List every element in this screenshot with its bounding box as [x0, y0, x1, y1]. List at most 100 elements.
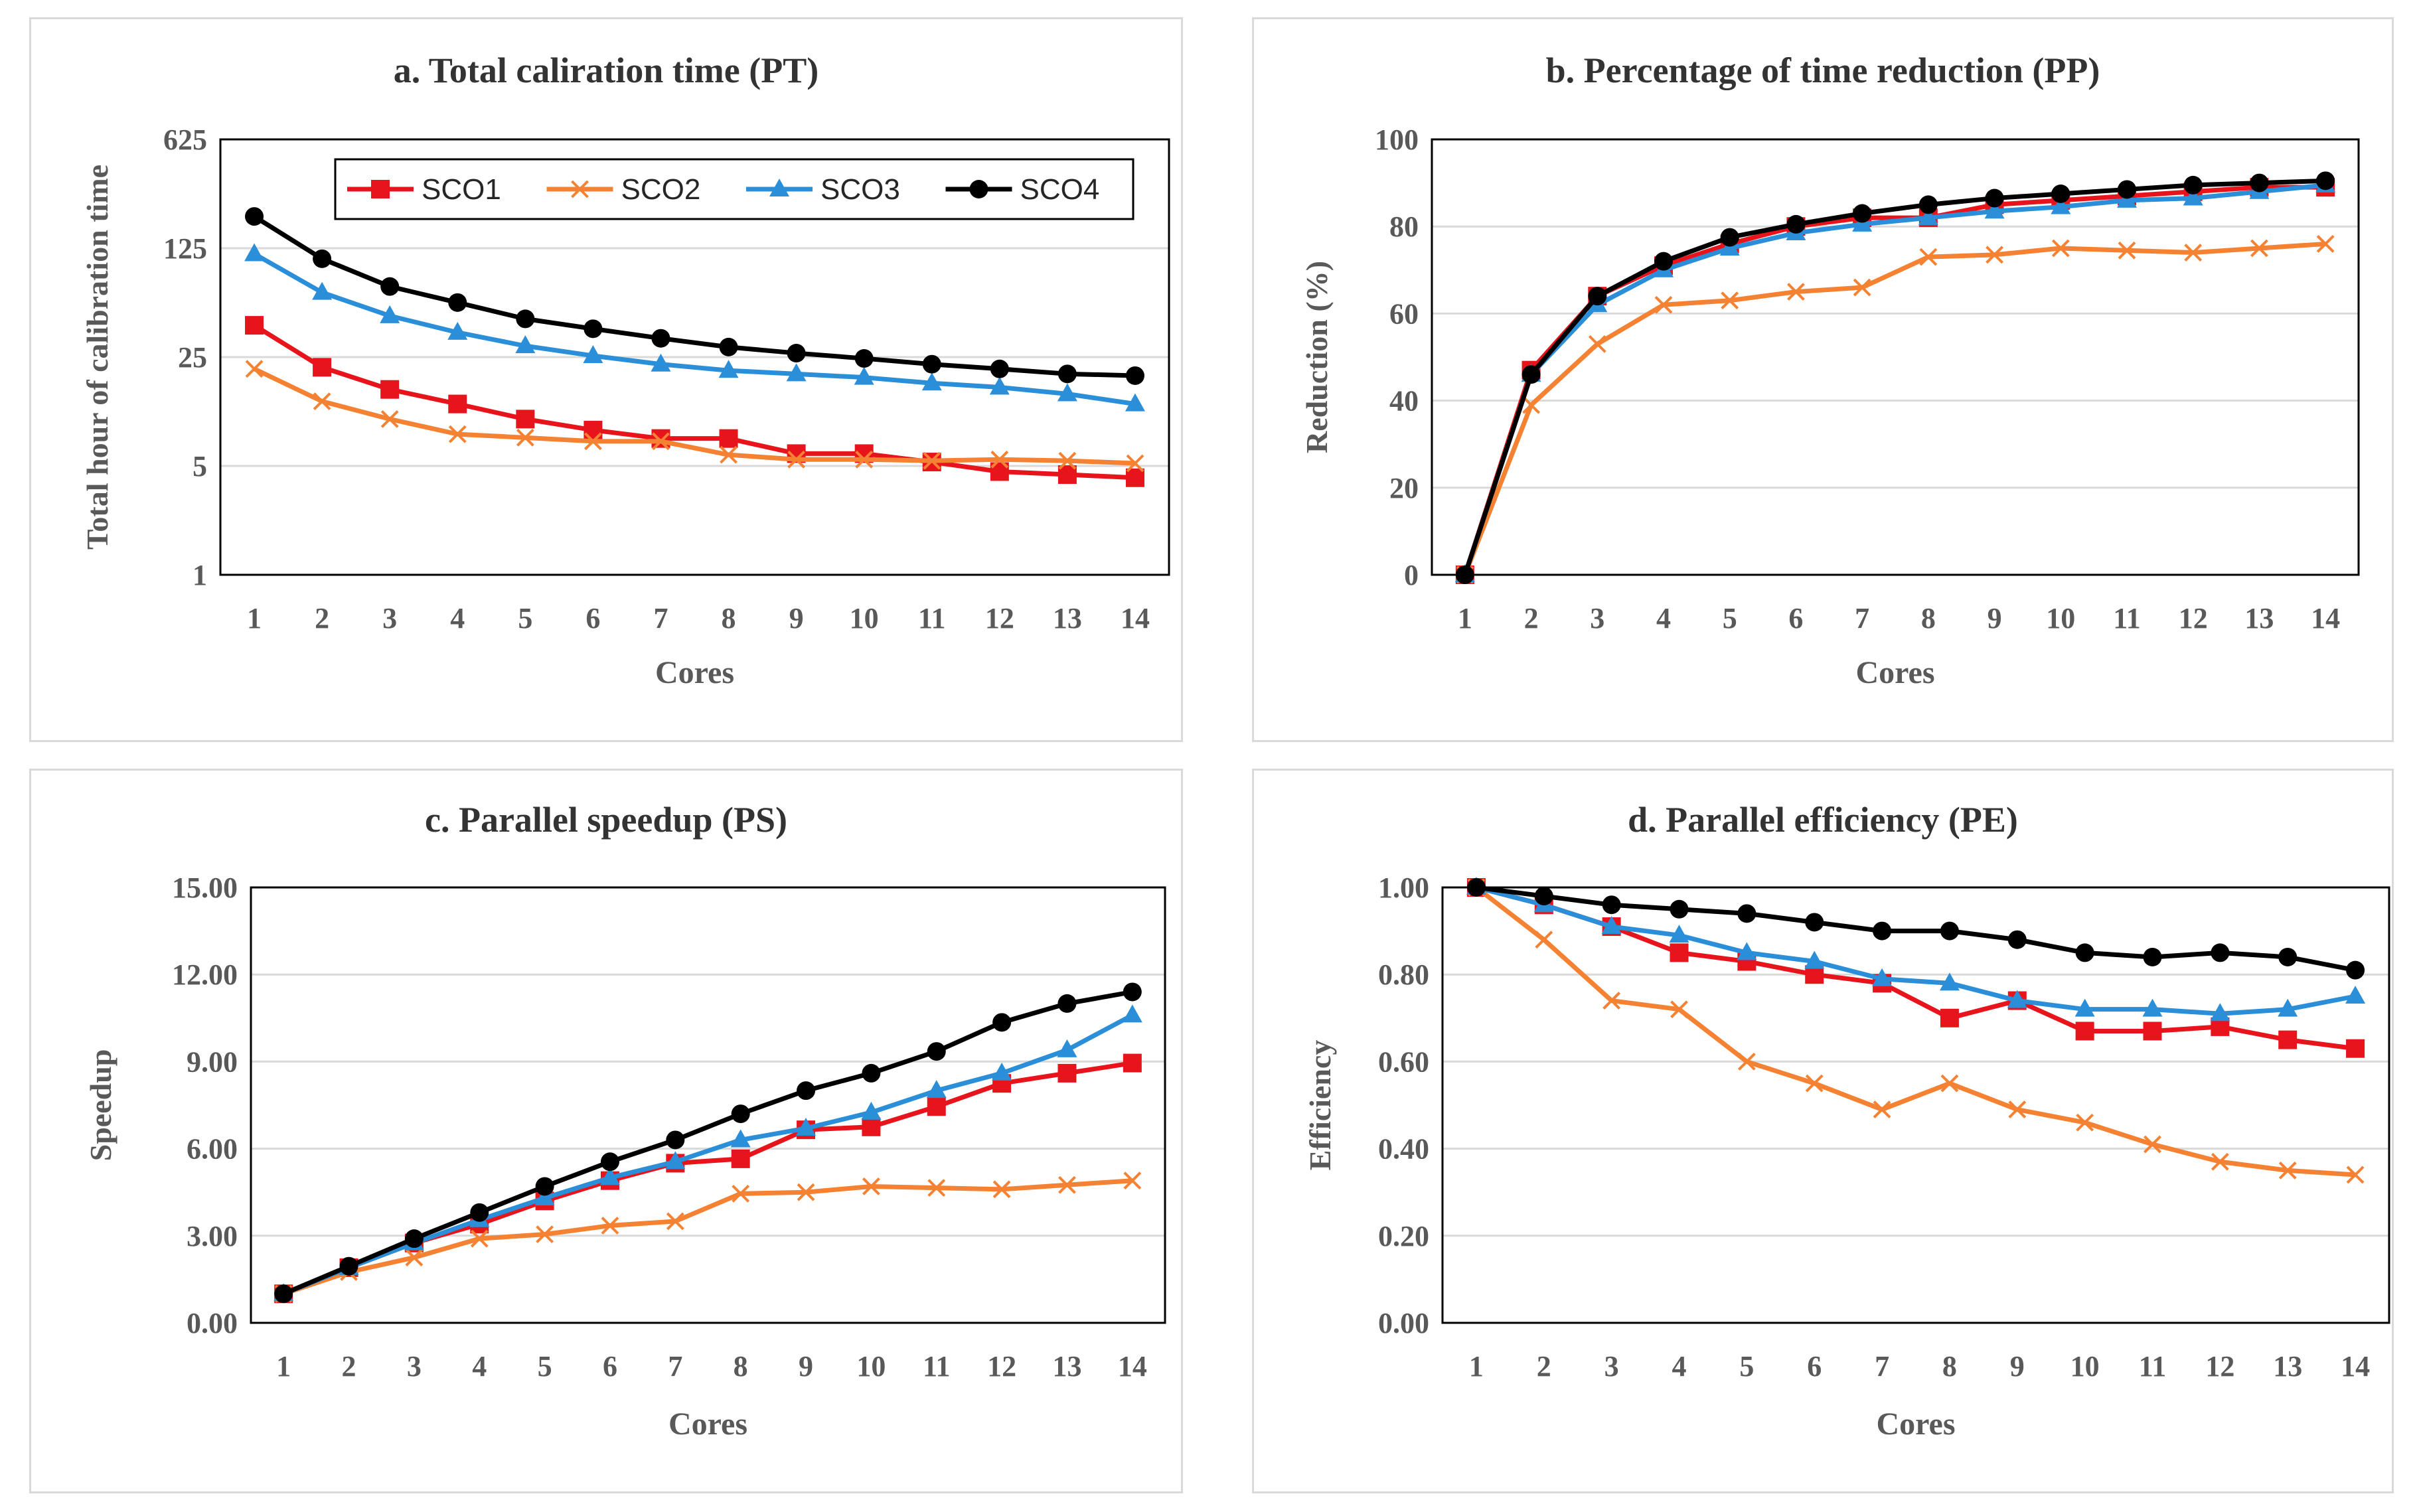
data-point — [2346, 1166, 2365, 1184]
data-point — [312, 281, 333, 300]
y-tick-label: 125 — [163, 232, 207, 265]
data-point — [862, 1063, 881, 1083]
series-line — [1476, 885, 2356, 973]
data-point — [1057, 1039, 1077, 1057]
data-point — [470, 1229, 489, 1248]
x-tick-label: 8 — [722, 602, 736, 635]
data-point — [731, 1104, 750, 1124]
x-tick-label: 8 — [1921, 602, 1936, 635]
x-tick-label: 10 — [850, 602, 879, 635]
data-point — [380, 410, 399, 428]
data-point — [651, 429, 670, 448]
data-point — [1737, 942, 1757, 960]
chart-panel-total-calibration-time: a. Total caliration time (PT) 1 5 25 125 625 1… — [29, 17, 1183, 742]
data-point — [1872, 968, 1893, 986]
data-point — [2118, 241, 2136, 260]
data-point — [1602, 992, 1621, 1010]
x-tick-label: 1 — [276, 1350, 291, 1383]
data-point — [1602, 895, 1621, 915]
data-point — [651, 329, 670, 348]
plot-area — [1431, 138, 2360, 576]
data-point — [2118, 180, 2136, 199]
data-point — [1588, 287, 1607, 306]
data-point — [796, 1117, 817, 1136]
plot-area — [219, 138, 1170, 576]
chart-svg-a: a. Total caliration time (PT)15251256251… — [80, 50, 1170, 690]
data-point — [862, 1177, 880, 1195]
y-axis-label: Total hour of calibration time — [80, 165, 114, 550]
series-line — [1476, 885, 2356, 1016]
chart-svg-b: b. Percentage of time reduction (PP) 0 20 4… — [1300, 50, 2360, 690]
x-tick-label: 12 — [987, 1350, 1016, 1383]
y-tick-label: 60 — [1389, 297, 1419, 330]
data-point — [2250, 239, 2268, 258]
chart-title: c. Parallel speedup (PS) — [425, 800, 787, 840]
x-tick-label: 5 — [518, 602, 532, 635]
data-point — [245, 316, 264, 335]
chart-title: d. Parallel efficiency (PE) — [1628, 800, 2018, 840]
legend-marker — [371, 180, 390, 198]
series-sco3 — [1466, 877, 2366, 1021]
data-point — [2142, 998, 2163, 1017]
series-line — [282, 989, 1133, 1296]
series-line — [1462, 185, 2326, 576]
y-tick-label: 40 — [1389, 385, 1419, 417]
x-axis-label: Cores — [655, 655, 734, 690]
x-tick-label: 14 — [1121, 602, 1150, 635]
x-tick-label: 8 — [1942, 1350, 1957, 1383]
x-tick-label: 2 — [1524, 602, 1539, 635]
data-point — [923, 451, 941, 470]
x-axis-label: Cores — [668, 1406, 747, 1442]
data-point — [1123, 1172, 1142, 1190]
data-point — [797, 1183, 815, 1201]
data-point — [1919, 248, 1938, 266]
series-line — [253, 214, 1136, 378]
data-point — [1984, 200, 2005, 219]
y-tick-label: 0 — [1404, 559, 1419, 591]
data-point — [992, 1013, 1012, 1032]
data-point — [2183, 187, 2203, 206]
data-point — [516, 410, 535, 429]
data-point — [854, 366, 874, 385]
y-tick-label: 0.40 — [1378, 1133, 1429, 1166]
chart-panel-parallel-efficiency: d. Parallel efficiency (PE) 0.00 0.20 0.40 0… — [1252, 769, 2394, 1493]
x-tick-label: 5 — [1723, 602, 1737, 635]
data-point — [2278, 1161, 2297, 1179]
legend-label: SCO1 — [422, 173, 501, 206]
y-tick-label: 3.00 — [187, 1220, 238, 1252]
y-tick-label: 0.00 — [187, 1307, 238, 1339]
data-point — [2210, 1003, 2230, 1021]
x-tick-label: 11 — [918, 602, 946, 635]
y-tick-label: 0.60 — [1378, 1045, 1429, 1078]
data-point — [534, 1187, 555, 1205]
chart-svg-c: c. Parallel speedup (PS) 0.00 3.00 6.00 9.00… — [84, 800, 1166, 1442]
x-tick-label: 2 — [342, 1350, 356, 1383]
data-point — [2184, 244, 2203, 262]
data-point — [2346, 1039, 2365, 1058]
data-point — [1940, 921, 1959, 941]
data-point — [797, 1081, 816, 1100]
legend-label: SCO4 — [1020, 173, 1100, 206]
data-point — [1126, 454, 1144, 473]
data-point — [720, 445, 738, 464]
data-point — [1721, 291, 1739, 310]
data-point — [2278, 998, 2298, 1017]
y-tick-label: 625 — [163, 123, 207, 156]
y-tick-label: 5 — [193, 450, 207, 483]
data-point — [730, 1129, 751, 1148]
x-tick-label: 12 — [2205, 1350, 2234, 1383]
x-tick-label: 12 — [2179, 602, 2208, 635]
data-point — [2250, 173, 2269, 192]
data-point — [719, 337, 738, 356]
x-tick-label: 5 — [1739, 1350, 1754, 1383]
data-point — [1805, 913, 1824, 932]
y-axis-label: Reduction (%) — [1300, 261, 1334, 453]
x-tick-label: 14 — [1118, 1350, 1147, 1383]
data-point — [600, 1152, 619, 1172]
data-point — [274, 1284, 293, 1304]
y-tick-label: 15.00 — [172, 871, 238, 904]
plot-area — [1441, 886, 2390, 1324]
data-point — [1670, 899, 1689, 919]
data-point — [1853, 278, 1871, 297]
data-point — [2316, 171, 2335, 190]
